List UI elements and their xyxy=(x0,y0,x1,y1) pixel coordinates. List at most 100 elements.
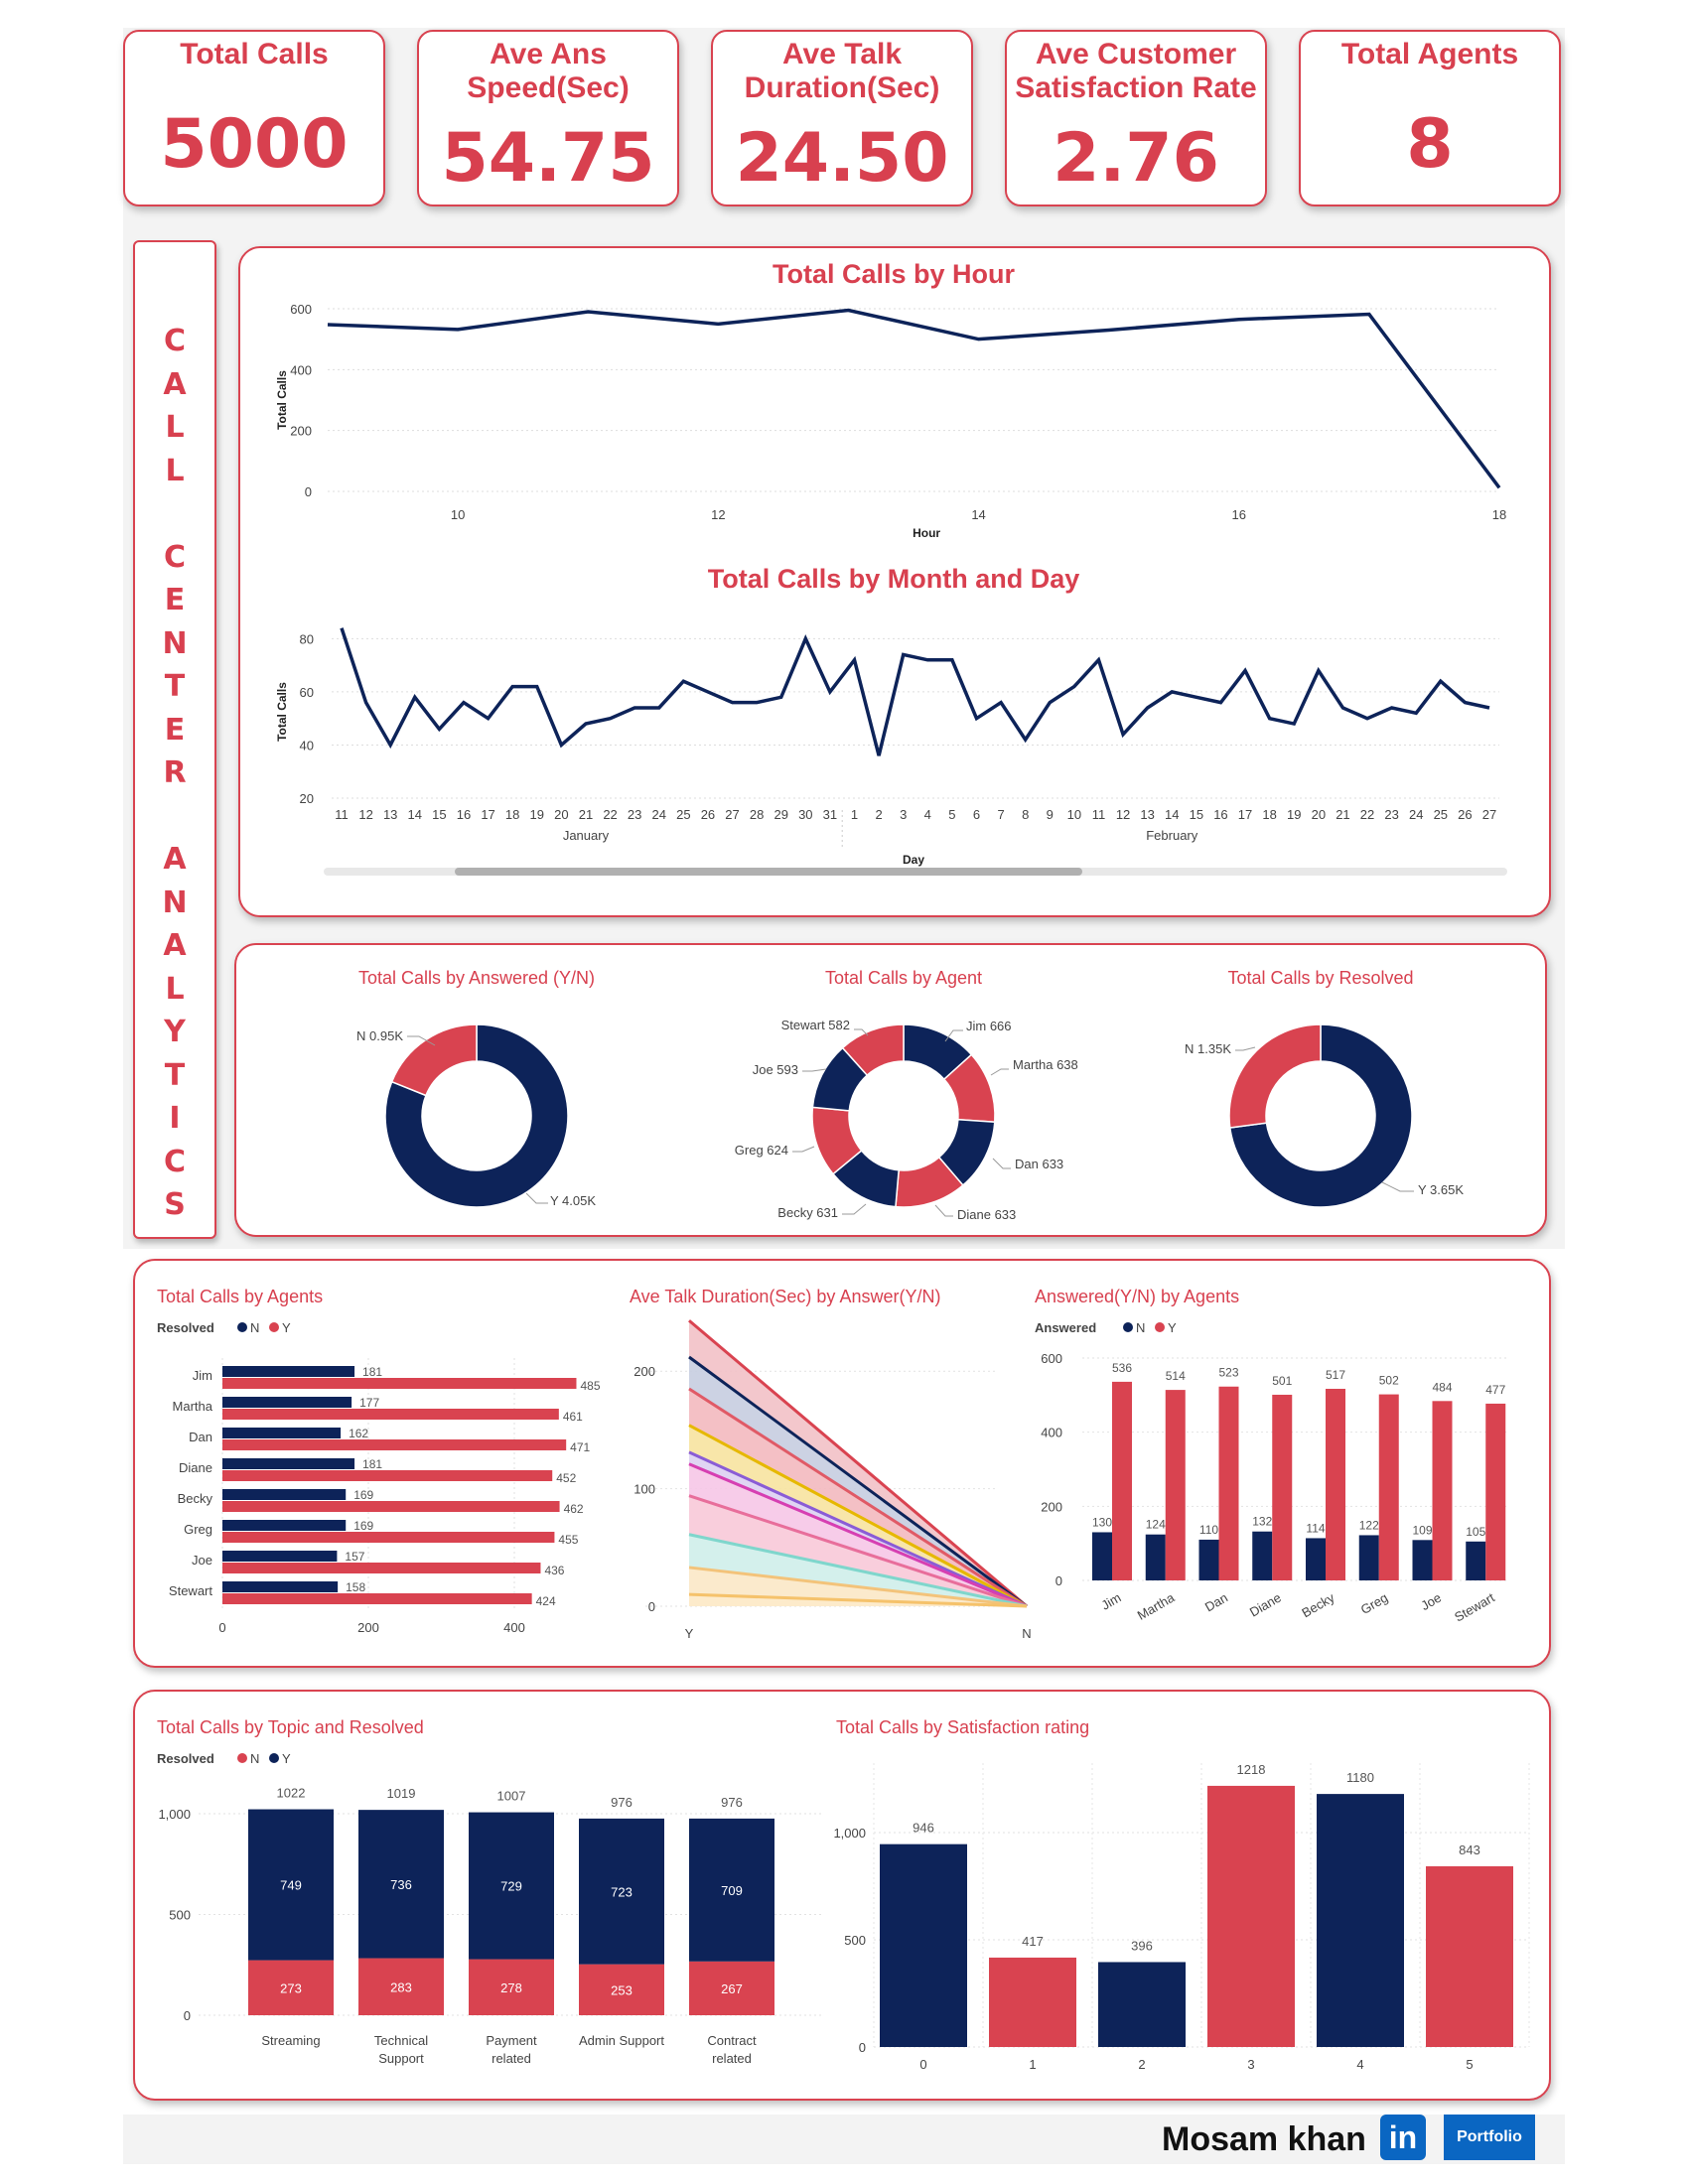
scrollbar-thumb[interactable] xyxy=(455,868,1082,876)
bar-y xyxy=(248,1809,334,1961)
x-tick-label: 15 xyxy=(1190,807,1203,822)
donut-slice xyxy=(1228,1024,1322,1129)
legend-title: Resolved xyxy=(157,1751,214,1766)
y-tick-label: Joe xyxy=(192,1553,212,1568)
bar-n xyxy=(248,1960,334,2015)
bar-label: 158 xyxy=(346,1580,365,1594)
y-tick-label: 1,000 xyxy=(833,1826,866,1841)
chart-title: Total Calls by Agent xyxy=(825,968,982,988)
x-tick-label: Dan xyxy=(1202,1590,1230,1615)
bar-y xyxy=(469,1812,554,1960)
kpi-total-agents: Total Agents 8 xyxy=(1299,30,1561,206)
bar-label: 162 xyxy=(349,1427,368,1440)
x-tick-label: 0 xyxy=(919,2057,926,2072)
slice-label: Becky 631 xyxy=(777,1205,838,1220)
legend-label: N xyxy=(250,1751,259,1766)
bar-label: 105 xyxy=(1466,1525,1485,1539)
x-tick-label: 23 xyxy=(1384,807,1398,822)
y-tick-label: Martha xyxy=(173,1399,213,1414)
x-tick-label: Diane xyxy=(1247,1590,1284,1620)
y-tick-label: 0 xyxy=(305,484,312,499)
bar-label: 132 xyxy=(1252,1515,1272,1529)
bar-n xyxy=(579,1964,664,2015)
series-line xyxy=(340,627,1490,756)
bar-n xyxy=(222,1489,347,1500)
bar-y xyxy=(1485,1403,1506,1580)
area-line xyxy=(688,1592,1028,1608)
x-tick-label: 29 xyxy=(774,807,787,822)
x-axis-title: Hour xyxy=(913,526,940,540)
legend-swatch xyxy=(1123,1322,1133,1332)
x-tick-label: 1 xyxy=(851,807,858,822)
kpi-value: 2.76 xyxy=(1053,119,1219,198)
slice-label: Y 3.65K xyxy=(1418,1182,1464,1197)
x-tick-label: Martha xyxy=(1135,1589,1178,1623)
legend-label: N xyxy=(250,1320,259,1335)
bar-label: 536 xyxy=(1112,1361,1132,1375)
chart-title: Total Calls by Resolved xyxy=(1227,968,1413,988)
bar-y xyxy=(358,1810,444,1959)
kpi-value: 8 xyxy=(1406,105,1454,184)
bar-label: 723 xyxy=(611,1884,633,1899)
x-tick-label: 3 xyxy=(1247,2057,1254,2072)
kpi-value: 5000 xyxy=(160,105,349,184)
y-tick-label: 40 xyxy=(300,738,314,752)
y-tick-label: 500 xyxy=(169,1908,191,1923)
bar-n xyxy=(1412,1540,1433,1580)
donut-slice xyxy=(390,1024,478,1097)
x-tick-label: 24 xyxy=(652,807,666,822)
bar-label: 396 xyxy=(1131,1938,1153,1953)
bar-n xyxy=(222,1551,338,1562)
bar-label: 181 xyxy=(362,1457,382,1471)
chart-title: Total Calls by Hour xyxy=(773,259,1016,289)
donut-charts: Total Calls by Answered (Y/N) Total Calls… xyxy=(356,968,1464,1222)
kpi-title: Total Calls xyxy=(180,38,329,70)
x-tick-label: 11 xyxy=(335,807,349,822)
bar-y xyxy=(1165,1390,1186,1580)
bar-y xyxy=(222,1378,577,1389)
x-tick-label: 6 xyxy=(973,807,980,822)
x-tick-label: 21 xyxy=(1336,807,1349,822)
x-tick-label: 15 xyxy=(432,807,446,822)
leader-line xyxy=(1235,1046,1256,1051)
x-tick-label: 26 xyxy=(701,807,715,822)
leader-line xyxy=(992,1158,1011,1169)
bar-n xyxy=(222,1397,352,1408)
bar-n xyxy=(689,1961,774,2015)
month-label: January xyxy=(563,828,610,843)
x-tick-label: related xyxy=(492,2051,531,2066)
legend-title: Resolved xyxy=(157,1320,214,1335)
bar-label: 501 xyxy=(1272,1374,1292,1388)
kpi-title: Total Agents xyxy=(1340,38,1519,70)
chart-title: Total Calls by Topic and Resolved xyxy=(157,1717,424,1737)
bar-n xyxy=(222,1520,347,1531)
y-tick-label: 200 xyxy=(1041,1499,1062,1514)
bar-label: 169 xyxy=(353,1519,373,1533)
bar-n xyxy=(469,1959,554,2015)
x-tick-label: Support xyxy=(378,2051,424,2066)
x-tick-label: Greg xyxy=(1358,1590,1391,1617)
bar-n xyxy=(222,1428,342,1438)
slice-label: Martha 638 xyxy=(1013,1057,1078,1072)
x-axis-title: Day xyxy=(903,853,924,867)
linkedin-icon[interactable]: in xyxy=(1380,2115,1426,2160)
total-label: 976 xyxy=(611,1795,633,1810)
y-tick-label: 20 xyxy=(300,791,314,806)
x-tick-label: Becky xyxy=(1299,1589,1337,1620)
legend-label: Y xyxy=(282,1320,291,1335)
x-tick-label: 400 xyxy=(503,1620,525,1635)
x-tick-label: 27 xyxy=(1482,807,1496,822)
portfolio-button[interactable]: Portfolio xyxy=(1444,2115,1535,2160)
y-tick-label: 200 xyxy=(290,424,312,439)
slice-label: Greg 624 xyxy=(735,1143,788,1158)
bar xyxy=(989,1957,1076,2047)
month-label: February xyxy=(1146,828,1198,843)
bar-n xyxy=(1252,1531,1273,1580)
x-tick-label: 20 xyxy=(1312,807,1326,822)
bar-label: 253 xyxy=(611,1982,633,1997)
x-tick-label: 18 xyxy=(505,807,519,822)
slice-label: Diane 633 xyxy=(957,1207,1016,1222)
y-tick-label: 0 xyxy=(1055,1573,1062,1588)
x-tick-label: 10 xyxy=(451,507,465,522)
bar-label: 946 xyxy=(913,1821,934,1836)
